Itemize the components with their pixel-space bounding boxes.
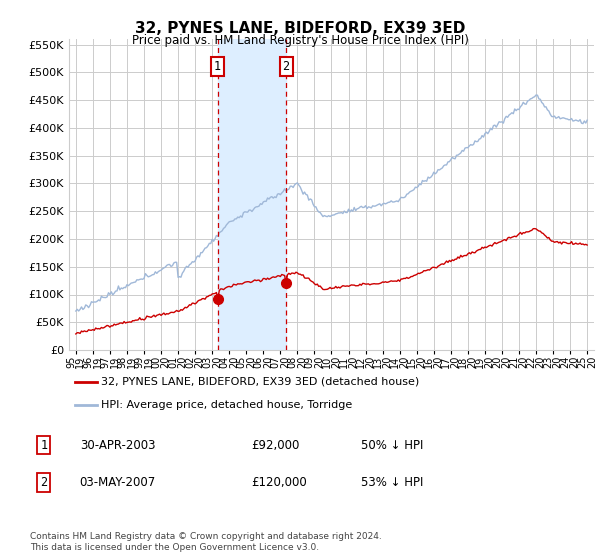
Text: Contains HM Land Registry data © Crown copyright and database right 2024.: Contains HM Land Registry data © Crown c… — [30, 532, 382, 541]
Text: HPI: Average price, detached house, Torridge: HPI: Average price, detached house, Torr… — [101, 400, 353, 410]
Bar — [218, 39, 286, 350]
Text: 1: 1 — [40, 438, 47, 451]
Text: 03-MAY-2007: 03-MAY-2007 — [80, 477, 156, 489]
Text: 32, PYNES LANE, BIDEFORD, EX39 3ED: 32, PYNES LANE, BIDEFORD, EX39 3ED — [135, 21, 465, 36]
Text: Price paid vs. HM Land Registry's House Price Index (HPI): Price paid vs. HM Land Registry's House … — [131, 34, 469, 46]
Text: 50% ↓ HPI: 50% ↓ HPI — [361, 438, 424, 451]
Text: £120,000: £120,000 — [251, 477, 307, 489]
Text: 2: 2 — [283, 60, 290, 73]
Text: 32, PYNES LANE, BIDEFORD, EX39 3ED (detached house): 32, PYNES LANE, BIDEFORD, EX39 3ED (deta… — [101, 376, 419, 386]
Text: £92,000: £92,000 — [251, 438, 299, 451]
Text: 30-APR-2003: 30-APR-2003 — [80, 438, 155, 451]
Text: 1: 1 — [214, 60, 221, 73]
Text: 2: 2 — [40, 477, 47, 489]
Text: 53% ↓ HPI: 53% ↓ HPI — [361, 477, 424, 489]
Text: This data is licensed under the Open Government Licence v3.0.: This data is licensed under the Open Gov… — [30, 543, 319, 552]
